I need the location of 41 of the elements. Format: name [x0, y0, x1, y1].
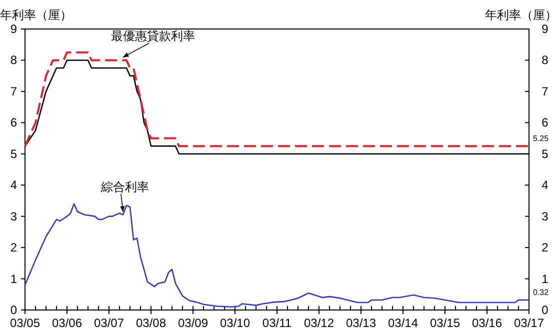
y2-tick-label: 7	[542, 84, 549, 98]
y2-tick-label: 3	[542, 209, 549, 224]
x-tick-label: 03/06	[52, 316, 82, 330]
y2-tick-label: 0	[542, 303, 549, 317]
annotation: 最優惠貸款利率	[111, 29, 195, 44]
x-tick-label: 03/17	[514, 316, 544, 330]
x-tick-label: 03/07	[94, 316, 124, 330]
y-tick-label: 1	[10, 272, 18, 286]
y2-tick-label: 9	[542, 22, 549, 36]
y2-tick-label: 6	[542, 116, 549, 130]
y2-tick-label: 1	[542, 272, 549, 286]
line-series	[24, 51, 530, 148]
y-axis-title: 年利率（厘）	[0, 8, 72, 22]
y-tick-label: 4	[10, 178, 18, 192]
x-tick-label: 03/09	[178, 316, 208, 330]
line-series	[24, 203, 530, 308]
x-tick-label: 03/11	[262, 316, 292, 330]
x-tick-label: 03/05	[10, 316, 40, 330]
x-tick-label: 03/08	[136, 316, 166, 330]
x-tick-label: 03/14	[388, 316, 418, 330]
annotation: 綜合利率	[100, 180, 149, 194]
x-tick-label: 03/13	[346, 316, 376, 330]
data-label: 0.32	[533, 288, 550, 298]
y2-tick-label: 8	[542, 53, 549, 68]
x-tick-label: 03/15	[430, 316, 460, 330]
y2-axis-title: 年利率（厘）	[485, 8, 557, 22]
y2-tick-label: 5	[542, 146, 549, 161]
x-tick-label: 03/10	[220, 316, 250, 330]
y-tick-label: 7	[10, 84, 18, 98]
x-tick-label: 03/12	[304, 316, 334, 330]
y2-tick-label: 2	[542, 240, 549, 255]
y-tick-label: 8	[10, 53, 18, 68]
y2-tick-label: 4	[542, 178, 549, 192]
y-tick-label: 9	[10, 22, 18, 36]
x-tick-label: 03/16	[472, 316, 502, 330]
y-tick-label: 5	[10, 146, 18, 161]
y-tick-label: 3	[10, 209, 18, 224]
y-tick-label: 0	[10, 303, 18, 317]
data-label: 5.25	[533, 134, 550, 144]
y-tick-label: 2	[10, 240, 18, 255]
y-tick-label: 6	[10, 116, 18, 130]
